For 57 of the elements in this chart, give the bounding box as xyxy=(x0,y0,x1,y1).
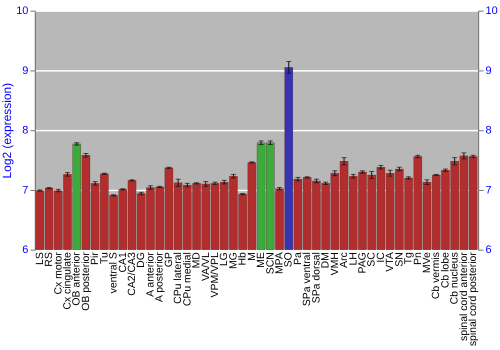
x-tick-label: PAG xyxy=(357,252,368,274)
x-tick-label: Tu xyxy=(99,252,110,264)
y2-tick-label: 8 xyxy=(486,124,492,137)
x-tick-label: GP xyxy=(164,252,175,268)
y-axis-title: Log2 (expression) xyxy=(0,82,14,178)
y-tick-label: 7 xyxy=(22,184,28,196)
x-tick-label: Cx cingulate xyxy=(62,252,74,310)
x-tick-label: spinal cord anterior xyxy=(458,252,470,341)
x-tick-label: SPa dorsal xyxy=(311,252,322,304)
y-tick-label: 6 xyxy=(22,244,28,256)
x-tick-label: M xyxy=(246,252,258,261)
x-tick-label: A anterior xyxy=(145,252,156,297)
x-tick-label: CPu lateral xyxy=(173,252,184,304)
x-tick-label: A posterior xyxy=(154,252,166,302)
x-tick-label: DG xyxy=(136,252,148,268)
y-tick-label: 9 xyxy=(22,64,28,77)
y2-tick-label: 9 xyxy=(486,64,492,77)
x-tick-label: SC xyxy=(366,252,378,267)
x-tick-label: Cb lobe xyxy=(440,252,452,288)
x-tick-label: Cb vermis xyxy=(431,252,442,300)
x-tick-label: SN xyxy=(394,252,406,267)
y2-tick-label: 7 xyxy=(486,184,492,196)
x-tick-label: MD xyxy=(192,252,203,268)
x-tick-label: IC xyxy=(376,252,387,263)
x-tick-label: Tg xyxy=(404,252,415,264)
x-tick-label: SPa ventral xyxy=(302,252,314,306)
x-tick-label: Cx motor xyxy=(53,252,64,295)
x-tick-label: OB posterior xyxy=(80,252,92,311)
x-tick-label: LS xyxy=(34,252,46,265)
x-tick-label: Arc xyxy=(339,252,350,268)
x-tick-label: SO xyxy=(284,252,295,268)
x-tick-label: LG xyxy=(219,252,230,266)
x-tick-label: MG xyxy=(228,252,240,270)
y-tick-label: 10 xyxy=(16,5,28,18)
x-tick-label: VPM/VPL xyxy=(210,252,221,298)
x-tick-label: LH xyxy=(348,252,360,266)
x-tick-label: SCN xyxy=(265,252,276,274)
x-tick-label: spinal cord posterior xyxy=(468,252,480,346)
x-tick-label: VA/VL xyxy=(200,252,212,282)
x-tick-label: VMH xyxy=(330,252,341,276)
x-tick-label: OB anterior xyxy=(72,252,83,306)
x-tick-label: VTA xyxy=(385,252,396,272)
x-tick-label: CA1 xyxy=(118,252,129,273)
x-tick-label: Hb xyxy=(238,252,249,266)
x-tick-label: Pir xyxy=(90,252,102,265)
x-tick-label: ME xyxy=(256,252,268,268)
x-tick-label: MVe xyxy=(422,252,434,274)
x-tick-label: Pa xyxy=(292,252,304,265)
y-tick-label: 8 xyxy=(22,124,28,137)
x-tick-label: Cb nucleus xyxy=(450,252,461,304)
y2-tick-label: 6 xyxy=(486,244,492,256)
y2-tick-label: 10 xyxy=(486,5,498,18)
x-tick-label: Pn xyxy=(412,252,424,265)
x-tick-label: CPu medial xyxy=(182,252,194,306)
x-tick-label: RS xyxy=(44,252,56,267)
x-tick-label: ventral S xyxy=(108,252,120,294)
x-tick-label: DM xyxy=(320,252,332,268)
